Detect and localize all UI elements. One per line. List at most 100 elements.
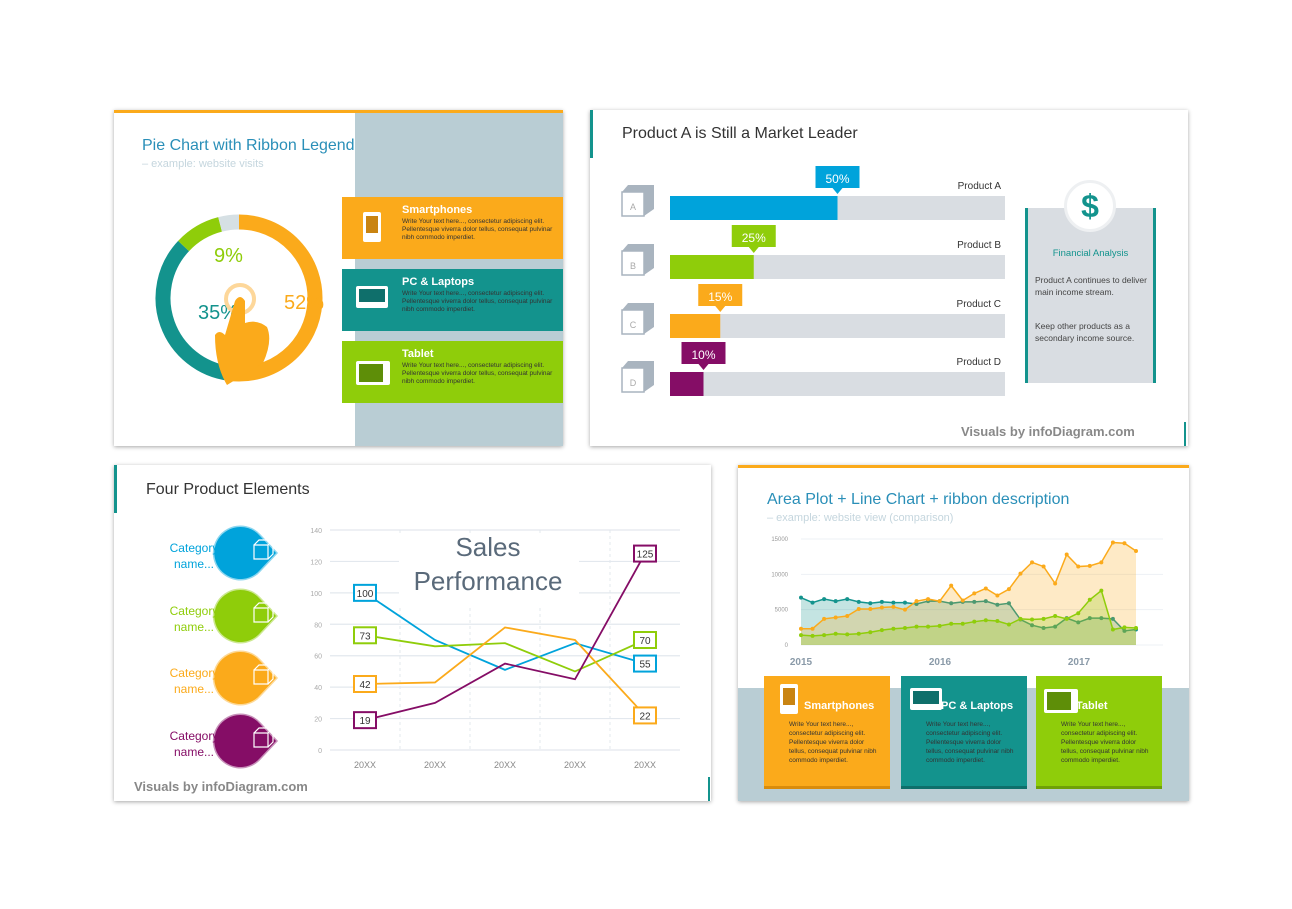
data-point xyxy=(1053,581,1058,586)
data-label: 73 xyxy=(359,631,371,642)
tablet-icon xyxy=(356,361,390,385)
box-icon: D xyxy=(621,361,654,393)
data-point xyxy=(1018,616,1023,621)
pin-shape xyxy=(212,713,279,769)
data-point xyxy=(1006,587,1011,592)
data-point xyxy=(868,601,873,606)
box-top xyxy=(622,303,654,334)
x-tick-label: 20XX xyxy=(494,760,516,770)
monitor-icon xyxy=(356,286,388,308)
y-tick-label: 100 xyxy=(310,591,322,598)
card-title: Tablet xyxy=(1076,700,1108,712)
category-pin xyxy=(212,650,279,706)
series-line xyxy=(364,626,646,717)
x-tick-label: 2017 xyxy=(1068,657,1091,668)
data-point xyxy=(1087,616,1092,621)
y-tick-label: 60 xyxy=(314,654,322,661)
ribbon-title: PC & Laptops xyxy=(402,276,475,288)
category-label: Category name... xyxy=(169,666,219,696)
bar-fill xyxy=(670,372,704,396)
box-label: B xyxy=(630,261,636,271)
data-point xyxy=(1041,626,1046,631)
data-point xyxy=(833,631,838,636)
box-label: A xyxy=(630,202,636,212)
callout-pointer xyxy=(698,364,709,370)
ribbon-title: Tablet xyxy=(402,348,434,360)
dollar-icon: $ xyxy=(1064,180,1116,232)
product-label: Product C xyxy=(957,299,1001,310)
slide-pie-chart[interactable]: Pie Chart with Ribbon Legend – example: … xyxy=(114,110,563,446)
data-label: 22 xyxy=(639,711,651,722)
data-point xyxy=(1053,624,1058,629)
data-point xyxy=(1006,622,1011,627)
data-point xyxy=(845,632,850,637)
data-label: 125 xyxy=(637,550,654,561)
data-point xyxy=(972,599,977,604)
y-tick-label: 20 xyxy=(314,717,322,724)
data-label-box xyxy=(633,544,657,563)
x-tick-label: 2015 xyxy=(790,657,813,668)
data-point xyxy=(1099,616,1104,621)
data-point xyxy=(995,618,1000,623)
data-point xyxy=(1041,564,1046,569)
financial-text-1: Product A continues to deliver main inco… xyxy=(1035,275,1147,297)
data-point xyxy=(891,604,896,609)
series-line xyxy=(364,553,646,722)
product-label: Product A xyxy=(958,181,1002,192)
slide-four-product[interactable]: Four Product Elements Category name... C… xyxy=(114,465,711,801)
data-point xyxy=(1053,614,1058,619)
data-point xyxy=(879,605,884,610)
card-title: Smartphones xyxy=(804,700,875,712)
donut-slice xyxy=(228,214,323,382)
title-backdrop xyxy=(399,535,579,605)
data-point xyxy=(868,630,873,635)
callout-pointer xyxy=(832,188,843,194)
data-point xyxy=(995,602,1000,607)
slide-title: Area Plot + Line Chart + ribbon descript… xyxy=(767,491,1070,508)
slide-market-leader[interactable]: Product A is Still a Market Leader 50% Pr… xyxy=(590,110,1188,446)
pin-shape xyxy=(212,650,279,706)
pin-shape xyxy=(212,525,279,581)
data-point xyxy=(926,597,931,602)
data-point xyxy=(1087,563,1092,568)
data-point xyxy=(799,633,803,638)
data-point xyxy=(1030,617,1035,622)
data-point xyxy=(902,626,907,631)
data-point xyxy=(810,633,815,638)
data-point xyxy=(1041,616,1046,621)
data-point xyxy=(810,600,815,605)
data-point xyxy=(856,606,861,611)
value-callout xyxy=(698,284,743,306)
data-point xyxy=(891,626,896,631)
data-point xyxy=(1110,616,1115,621)
hand-pointer-icon xyxy=(215,283,270,385)
data-point xyxy=(1076,620,1081,625)
product-label: Product B xyxy=(957,240,1001,251)
slide-area-plot[interactable]: Area Plot + Line Chart + ribbon descript… xyxy=(738,465,1189,801)
data-label: 42 xyxy=(359,680,371,691)
y-tick-label: 0 xyxy=(785,643,789,649)
watermark: Visuals by infoDiagram.com xyxy=(961,424,1135,439)
series-line xyxy=(364,592,646,671)
data-point xyxy=(914,624,919,629)
donut-chart: 52%35%9% xyxy=(155,214,324,385)
data-label-box xyxy=(353,626,377,645)
data-point xyxy=(960,621,965,626)
bar-chart: 50% Product A A 25% Product B B 15% Product C C 1… xyxy=(621,166,1005,396)
box-icon: B xyxy=(621,244,654,276)
x-tick-label: 20XX xyxy=(564,760,586,770)
card-title: PC & Laptops xyxy=(941,700,1014,712)
slide-title: Pie Chart with Ribbon Legend xyxy=(142,137,355,154)
data-point xyxy=(983,618,988,623)
data-label-box xyxy=(633,706,657,725)
cube-icon xyxy=(253,664,275,685)
value-label: 25% xyxy=(742,231,766,245)
slide-title: Product A is Still a Market Leader xyxy=(622,125,858,142)
ribbon-title: Smartphones xyxy=(402,204,473,216)
card-text: Write Your text here..., consectetur adi… xyxy=(1061,721,1149,764)
donut-slice xyxy=(178,217,223,252)
data-point xyxy=(972,619,977,624)
data-label-box xyxy=(353,583,377,602)
data-point xyxy=(1122,541,1127,546)
data-point xyxy=(799,626,803,631)
